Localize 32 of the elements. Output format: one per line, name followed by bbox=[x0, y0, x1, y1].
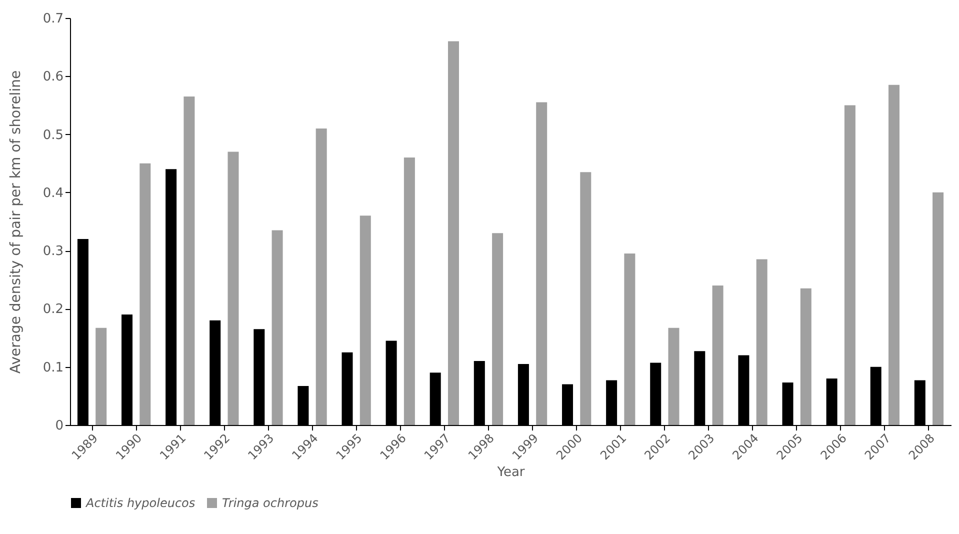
bar bbox=[712, 285, 724, 425]
legend-label: Tringa ochropus bbox=[222, 496, 318, 510]
bar bbox=[668, 328, 680, 425]
y-tick-label: 0.6 bbox=[42, 70, 64, 85]
bar bbox=[844, 105, 856, 425]
y-tick-label: 0.1 bbox=[42, 360, 64, 376]
legend-label: Actitis hypoleucos bbox=[85, 496, 196, 510]
bar bbox=[492, 233, 504, 425]
bar bbox=[888, 84, 900, 425]
bar bbox=[756, 259, 768, 425]
y-axis-title: Average density of pair per km of shoreline bbox=[8, 70, 24, 374]
bar bbox=[536, 102, 548, 425]
bar bbox=[448, 41, 459, 425]
y-tick-label: 0.4 bbox=[42, 186, 64, 201]
bar bbox=[624, 253, 636, 425]
bar bbox=[800, 288, 812, 425]
y-tick-label: 0.7 bbox=[42, 12, 64, 26]
bar bbox=[228, 152, 239, 425]
bar bbox=[184, 96, 195, 425]
y-tick-label: 0.3 bbox=[42, 244, 64, 260]
bar bbox=[140, 163, 151, 425]
y-tick-label: 0.2 bbox=[42, 302, 64, 318]
x-axis-title: Year bbox=[496, 464, 526, 480]
bar bbox=[580, 172, 592, 425]
bar bbox=[404, 158, 415, 425]
bar bbox=[316, 128, 327, 425]
bar bbox=[272, 230, 283, 425]
bar bbox=[96, 328, 107, 425]
y-tick-label: 0 bbox=[55, 418, 64, 434]
bar bbox=[932, 192, 944, 425]
y-tick-label: 0.5 bbox=[42, 128, 64, 143]
bar bbox=[360, 216, 371, 425]
